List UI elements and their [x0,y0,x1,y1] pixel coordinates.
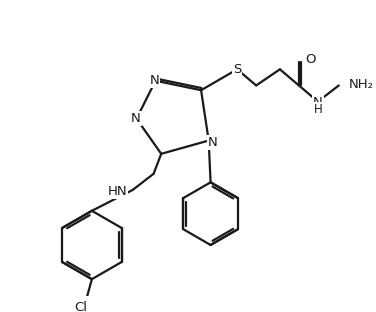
Text: NH₂: NH₂ [348,78,373,91]
Text: S: S [233,63,241,76]
Text: O: O [306,53,316,66]
Text: H: H [314,103,322,116]
Text: N: N [313,96,323,109]
Text: N: N [150,74,159,87]
Text: Cl: Cl [74,301,87,312]
Text: N: N [208,136,217,149]
Text: N: N [131,112,141,125]
Text: HN: HN [108,185,127,198]
